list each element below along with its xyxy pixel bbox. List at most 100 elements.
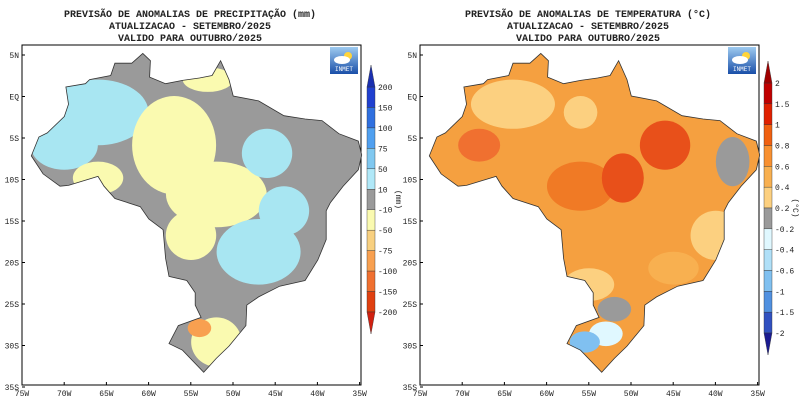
lon-label: 70W	[455, 390, 470, 399]
colorbar-label: -1	[775, 288, 785, 297]
lon-label: 50W	[624, 390, 639, 399]
map-panel: PREVISÃO DE ANOMALIAS DE PRECIPITAÇÃO (m…	[5, 7, 402, 399]
title-line: PREVISÃO DE ANOMALIAS DE PRECIPITAÇÃO (m…	[64, 7, 316, 21]
lat-label: 15S	[403, 218, 418, 227]
colorbar-arrow	[763, 332, 773, 356]
colorbar-label: -75	[378, 248, 393, 257]
colorbar-arrow	[366, 64, 376, 88]
anomaly-area	[546, 161, 615, 211]
country-border	[428, 52, 761, 373]
colorbar-segment	[366, 250, 376, 272]
colorbar-arrow	[763, 60, 773, 84]
title-line: PREVISÃO DE ANOMALIAS DE TEMPERATURA (°C…	[465, 7, 711, 21]
country-border	[30, 52, 363, 373]
map-fill	[429, 53, 760, 373]
colorbar-unit: (mm)	[393, 190, 402, 209]
colorbar-label: 0.6	[775, 163, 790, 172]
colorbar-label: 2	[775, 80, 780, 89]
colorbar-segment	[366, 270, 376, 292]
lat-label: 5N	[9, 52, 19, 61]
logo-text: INMET	[733, 66, 751, 73]
lat-label: 20S	[5, 260, 20, 269]
lat-label: 25S	[403, 301, 418, 310]
lat-label: 10S	[403, 177, 418, 186]
lon-label: 75W	[413, 390, 428, 399]
lat-label: 15S	[5, 218, 20, 227]
colorbar-segment	[366, 229, 376, 251]
logo-text: INMET	[335, 66, 353, 73]
anomaly-area	[165, 161, 267, 228]
lon-label: 35W	[750, 390, 765, 399]
lon-label: 45W	[268, 390, 283, 399]
colorbar-label: -150	[378, 289, 397, 298]
anomaly-area	[715, 137, 750, 187]
lon-label: 40W	[310, 390, 325, 399]
colorbar-segment	[763, 270, 773, 292]
lat-label: 35S	[5, 384, 20, 393]
lat-label: 5S	[9, 135, 19, 144]
anomaly-area	[458, 128, 501, 162]
colorbar-segment	[763, 124, 773, 146]
anomaly-area	[563, 96, 598, 129]
colorbar-segment	[763, 291, 773, 313]
anomaly-area	[187, 319, 212, 338]
lon-label: 70W	[57, 390, 72, 399]
lon-label: 60W	[539, 390, 554, 399]
colorbar-segment	[763, 145, 773, 167]
lat-label: 30S	[5, 343, 20, 352]
colorbar-segment	[763, 103, 773, 125]
colorbar-label: 100	[378, 125, 393, 134]
anomaly-area	[258, 186, 310, 236]
lat-label: 5S	[407, 135, 417, 144]
lon-label: 40W	[708, 390, 723, 399]
title-line: VALIDO PARA OUTUBRO/2025	[118, 33, 262, 45]
colorbar-label: -0.6	[775, 268, 794, 277]
colorbar-segment	[366, 148, 376, 170]
lon-label: 55W	[184, 390, 199, 399]
colorbar-label: -2	[775, 330, 785, 339]
colorbar-segment	[763, 166, 773, 188]
lat-label: 25S	[5, 301, 20, 310]
colorbar-arrow	[366, 311, 376, 335]
anomaly-area	[241, 128, 293, 178]
colorbar-segment	[366, 209, 376, 231]
colorbar-segment	[763, 228, 773, 250]
colorbar-label: 0.4	[775, 184, 790, 193]
anomaly-area	[648, 251, 699, 285]
colorbar-label: 0.8	[775, 143, 790, 152]
colorbar-segment	[366, 168, 376, 190]
lon-label: 60W	[141, 390, 156, 399]
colorbar-segment	[366, 189, 376, 210]
lat-label: 5N	[407, 52, 417, 61]
colorbar-label: 1	[775, 122, 780, 131]
lat-label: EQ	[407, 94, 417, 103]
lat-label: 10S	[5, 177, 20, 186]
colorbar-segment	[763, 82, 773, 105]
colorbar-label: 50	[378, 166, 388, 175]
colorbar-label: 200	[378, 84, 393, 93]
colorbar-label: -0.2	[775, 226, 794, 235]
colorbar-segment	[763, 249, 773, 271]
colorbar-label: 1.5	[775, 101, 790, 110]
lon-label: 65W	[99, 390, 114, 399]
colorbar-label: -100	[378, 268, 397, 277]
lat-label: EQ	[9, 94, 19, 103]
colorbar-label: 10	[378, 186, 388, 195]
lon-label: 35W	[352, 390, 367, 399]
lat-label: 20S	[403, 260, 418, 269]
map-panel: PREVISÃO DE ANOMALIAS DE TEMPERATURA (°C…	[403, 7, 799, 399]
lon-label: 75W	[15, 390, 30, 399]
logo-cloud	[732, 56, 748, 64]
colorbar-label: 150	[378, 104, 393, 113]
title-line: VALIDO PARA OUTUBRO/2025	[516, 33, 660, 45]
colorbar-label: -10	[378, 207, 393, 216]
colorbar-segment	[366, 291, 376, 313]
lat-label: 35S	[403, 384, 418, 393]
anomaly-area	[639, 120, 691, 170]
lon-label: 55W	[582, 390, 597, 399]
lat-label: 30S	[403, 343, 418, 352]
colorbar-label: -0.4	[775, 247, 794, 256]
anomaly-area	[470, 79, 555, 129]
lon-label: 65W	[497, 390, 512, 399]
